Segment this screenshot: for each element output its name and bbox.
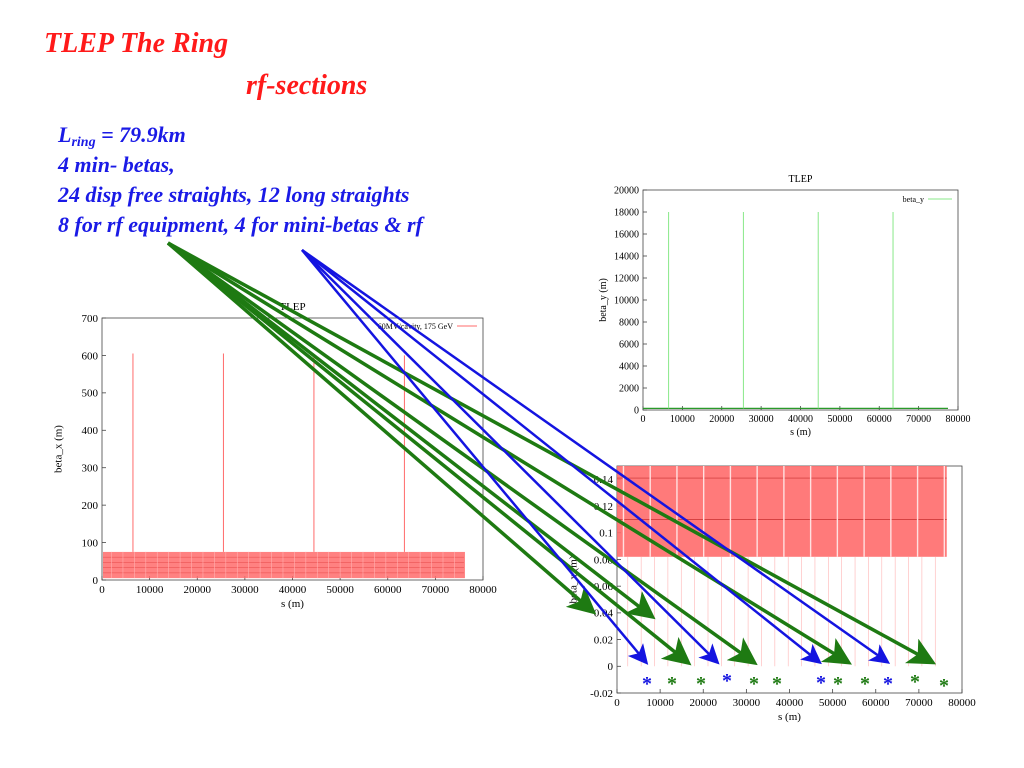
x-tick-label: 30000 [231, 584, 259, 596]
y-axis-label: beta_x (m) [52, 425, 64, 473]
x-axis-label: s (m) [790, 427, 811, 438]
x-tick-label: 0 [641, 414, 646, 425]
x-tick-label: 40000 [788, 414, 813, 425]
y-tick-label: 8000 [619, 318, 639, 329]
notes-block: Lring = 79.9km 4 min- betas, 24 disp fre… [58, 120, 423, 240]
x-tick-label: 20000 [690, 697, 718, 709]
y-tick-label: 0 [93, 575, 99, 587]
plot-frame [101, 317, 484, 581]
x-axis-label: s (m) [778, 711, 801, 723]
marker-green: * [910, 671, 920, 693]
notes-line-straights: 24 disp free straights, 12 long straight… [58, 182, 410, 207]
x-tick-label: 50000 [326, 584, 354, 596]
arrow-blue [301, 249, 649, 665]
marker-blue: * [642, 673, 652, 695]
arrow-green [166, 241, 692, 666]
ring-subscript: ring [71, 135, 96, 150]
plot-frame [642, 189, 959, 411]
x-tick-label: 0 [614, 697, 620, 709]
y-tick-label: 6000 [619, 340, 639, 351]
x-tick-label: 70000 [905, 697, 933, 709]
x-tick-label: 70000 [906, 414, 931, 425]
y-tick-label: 700 [82, 313, 99, 325]
y-tick-label: 16000 [614, 230, 639, 241]
x-tick-label: 40000 [279, 584, 307, 596]
y-tick-label: 10000 [614, 296, 639, 307]
chart-title: TLEP [279, 301, 305, 313]
marker-green: * [772, 673, 782, 695]
chart-title: TLEP [789, 174, 813, 185]
notes-line-rf-equipment: 8 for rf equipment, 4 for mini-betas & r… [58, 212, 423, 237]
legend-label: beta_y [903, 195, 924, 204]
y-tick-label: 200 [82, 500, 99, 512]
arrow-blue [301, 249, 720, 665]
marker-blue: * [816, 672, 826, 694]
y-tick-label: 300 [82, 463, 99, 475]
marker-green: * [939, 675, 949, 697]
y-tick-label: 500 [82, 388, 99, 400]
marker-blue: * [883, 673, 893, 695]
y-tick-label: 2000 [619, 384, 639, 395]
y-tick-label: 400 [82, 425, 99, 437]
x-tick-label: 80000 [469, 584, 497, 596]
marker-green: * [667, 673, 677, 695]
x-tick-label: 70000 [422, 584, 450, 596]
x-tick-label: 40000 [776, 697, 804, 709]
ring-symbol: L [58, 122, 72, 147]
y-tick-label: 0.02 [594, 634, 613, 646]
marker-green: * [696, 673, 706, 695]
arrow-green [166, 241, 656, 620]
x-tick-label: 60000 [374, 584, 402, 596]
x-tick-label: 60000 [867, 414, 892, 425]
legend-label: 60MV/cavity, 175 GeV [378, 322, 453, 331]
x-tick-label: 50000 [819, 697, 847, 709]
y-tick-label: 4000 [619, 362, 639, 373]
x-axis-label: s (m) [281, 598, 304, 610]
x-tick-label: 60000 [862, 697, 890, 709]
rf-markers: * * * * * * * * * * * * [642, 670, 949, 697]
series-band [617, 466, 947, 557]
pointer-arrows [166, 241, 937, 666]
y-axis-label: beta_y (m) [598, 278, 609, 322]
y-tick-label: 0.1 [599, 528, 613, 540]
x-tick-label: 50000 [827, 414, 852, 425]
x-tick-label: 20000 [184, 584, 212, 596]
beta-y-chart: 0 10000 20000 30000 40000 50000 60000 70000 8000… [598, 174, 971, 438]
y-tick-label: 0 [634, 406, 639, 417]
marker-green: * [860, 673, 870, 695]
arrow-green [167, 241, 937, 665]
y-tick-label: -0.02 [590, 688, 613, 700]
marker-green: * [833, 673, 843, 695]
x-tick-label: 30000 [733, 697, 761, 709]
x-tick-label: 20000 [709, 414, 734, 425]
x-tick-label: 10000 [670, 414, 695, 425]
arrow-blue [301, 248, 891, 664]
y-tick-label: 0 [608, 661, 614, 673]
x-tick-label: 0 [99, 584, 105, 596]
y-tick-label: 12000 [614, 274, 639, 285]
y-tick-label: 100 [82, 537, 99, 549]
y-tick-label: 18000 [614, 208, 639, 219]
marker-green: * [749, 673, 759, 695]
arrow-blue [301, 249, 822, 665]
beta-x-chart: 0 10000 20000 30000 40000 50000 60000 70000 8000… [52, 301, 497, 610]
notes-line-min-betas: 4 min- betas, [58, 152, 175, 177]
x-tick-label: 10000 [646, 697, 674, 709]
ring-length-line: Lring = 79.9km [58, 120, 423, 150]
y-tick-label: 20000 [614, 186, 639, 197]
arrow-green [166, 241, 597, 615]
x-tick-label: 10000 [136, 584, 164, 596]
marker-blue: * [722, 670, 732, 692]
y-tick-label: 14000 [614, 252, 639, 263]
ring-length-value: = 79.9km [95, 122, 186, 147]
series-band [103, 551, 465, 579]
x-tick-label: 80000 [948, 697, 976, 709]
y-tick-label: 600 [82, 350, 99, 362]
x-tick-label: 80000 [946, 414, 971, 425]
slide-title: TLEP The Ring [44, 28, 229, 59]
x-tick-label: 30000 [749, 414, 774, 425]
slide-subtitle: rf-sections [246, 70, 368, 101]
